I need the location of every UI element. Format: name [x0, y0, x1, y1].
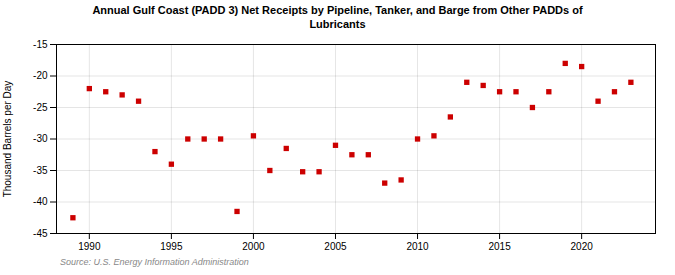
svg-text:-35: -35 — [33, 164, 48, 175]
svg-text:-30: -30 — [33, 133, 48, 144]
svg-text:2010: 2010 — [406, 240, 429, 251]
html-text:Annual Gulf Coast (PADD 3) Net: Annual Gulf Coast (PADD 3) Net Receipts … — [92, 4, 583, 30]
svg-text:2005: 2005 — [324, 240, 347, 251]
svg-text:1995: 1995 — [160, 240, 183, 251]
svg-text:2015: 2015 — [488, 240, 511, 251]
svg-text:2000: 2000 — [242, 240, 265, 251]
svg-text:-20: -20 — [33, 70, 48, 81]
svg-text:1990: 1990 — [78, 240, 101, 251]
svg-text:2020: 2020 — [571, 240, 594, 251]
html-text:Source: U.S. Energy Informatio: Source: U.S. Energy Information Administ… — [60, 256, 249, 267]
svg-text:-40: -40 — [33, 196, 48, 207]
svg-text:-25: -25 — [33, 101, 48, 112]
svg-text:-15: -15 — [33, 38, 48, 49]
svg-text:-45: -45 — [33, 227, 48, 238]
svg-text:Thousand Barrels per Day: Thousand Barrels per Day — [2, 80, 13, 197]
